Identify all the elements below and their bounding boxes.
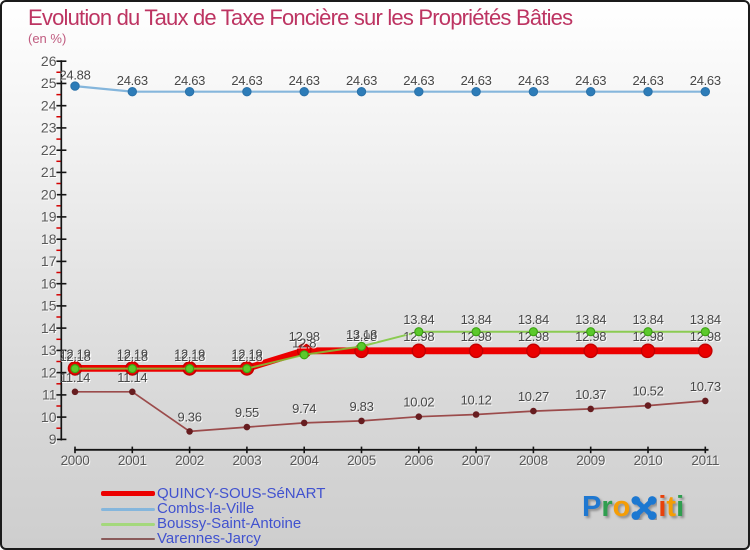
svg-text:9: 9 [49, 431, 57, 447]
svg-text:22: 22 [41, 142, 57, 158]
svg-text:12.98: 12.98 [690, 329, 721, 344]
svg-text:2002: 2002 [175, 453, 204, 468]
svg-text:26: 26 [41, 53, 57, 69]
svg-text:13.84: 13.84 [632, 312, 663, 327]
svg-text:10.12: 10.12 [461, 393, 492, 408]
svg-text:12.98: 12.98 [632, 329, 663, 344]
svg-text:2005: 2005 [347, 453, 376, 468]
svg-text:20: 20 [41, 187, 57, 203]
svg-text:13.84: 13.84 [403, 312, 434, 327]
svg-text:2009: 2009 [576, 453, 605, 468]
svg-text:12.18: 12.18 [174, 349, 205, 364]
svg-text:24.63: 24.63 [518, 73, 549, 88]
svg-text:10.27: 10.27 [518, 389, 549, 404]
svg-text:24.63: 24.63 [289, 73, 320, 88]
svg-text:15: 15 [41, 298, 57, 314]
svg-text:9.74: 9.74 [292, 401, 316, 416]
svg-text:12.19: 12.19 [174, 346, 205, 361]
svg-text:10.52: 10.52 [632, 384, 663, 399]
svg-text:24.63: 24.63 [117, 73, 148, 88]
svg-text:12.98: 12.98 [461, 329, 492, 344]
svg-text:24.63: 24.63 [632, 73, 663, 88]
svg-text:13.18: 13.18 [346, 327, 377, 342]
svg-text:24.63: 24.63 [690, 73, 721, 88]
svg-text:12.18: 12.18 [59, 349, 90, 364]
svg-text:23: 23 [41, 120, 57, 136]
svg-text:13.84: 13.84 [461, 312, 492, 327]
svg-text:12.19: 12.19 [117, 346, 148, 361]
svg-text:18: 18 [41, 231, 57, 247]
svg-text:9.55: 9.55 [235, 405, 259, 420]
svg-text:12.19: 12.19 [231, 346, 262, 361]
svg-text:11.14: 11.14 [60, 370, 90, 385]
svg-text:2003: 2003 [232, 453, 261, 468]
svg-text:24.63: 24.63 [403, 73, 434, 88]
svg-text:13.84: 13.84 [690, 312, 721, 327]
svg-text:12.98: 12.98 [575, 329, 606, 344]
svg-text:12.98: 12.98 [289, 329, 320, 344]
svg-text:12.18: 12.18 [117, 349, 148, 364]
svg-text:9.83: 9.83 [349, 399, 373, 414]
svg-text:13.84: 13.84 [575, 312, 606, 327]
svg-text:2011: 2011 [691, 453, 719, 468]
svg-text:11.14: 11.14 [117, 370, 147, 385]
svg-text:14: 14 [41, 320, 57, 336]
svg-text:2007: 2007 [462, 453, 491, 468]
svg-text:11: 11 [42, 387, 57, 403]
svg-text:24.63: 24.63 [174, 73, 205, 88]
svg-text:24: 24 [41, 98, 57, 114]
svg-text:10.02: 10.02 [403, 395, 434, 410]
svg-text:12: 12 [41, 364, 57, 380]
svg-text:13: 13 [41, 342, 57, 358]
svg-text:2010: 2010 [634, 453, 663, 468]
svg-text:21: 21 [41, 164, 57, 180]
svg-text:9.36: 9.36 [178, 409, 202, 424]
svg-text:2008: 2008 [519, 453, 548, 468]
svg-text:12.18: 12.18 [231, 349, 262, 364]
svg-text:25: 25 [41, 75, 57, 91]
svg-text:2001: 2001 [118, 453, 147, 468]
svg-text:10.37: 10.37 [575, 387, 606, 402]
svg-text:2004: 2004 [290, 453, 320, 468]
svg-text:19: 19 [41, 209, 57, 225]
svg-text:24.88: 24.88 [59, 68, 90, 83]
svg-text:12.98: 12.98 [346, 329, 377, 344]
svg-text:10: 10 [41, 409, 57, 425]
svg-text:12.98: 12.98 [403, 329, 434, 344]
svg-text:12.19: 12.19 [59, 346, 90, 361]
svg-text:17: 17 [41, 253, 57, 269]
svg-text:24.63: 24.63 [461, 73, 492, 88]
svg-text:24.63: 24.63 [575, 73, 606, 88]
svg-text:10.73: 10.73 [690, 379, 721, 394]
svg-text:16: 16 [41, 276, 57, 292]
svg-text:24.63: 24.63 [231, 73, 262, 88]
svg-text:12.98: 12.98 [518, 329, 549, 344]
svg-text:12.8: 12.8 [292, 335, 316, 350]
svg-text:2000: 2000 [61, 453, 90, 468]
svg-text:24.63: 24.63 [346, 73, 377, 88]
svg-text:13.84: 13.84 [518, 312, 549, 327]
svg-text:2006: 2006 [404, 453, 433, 468]
